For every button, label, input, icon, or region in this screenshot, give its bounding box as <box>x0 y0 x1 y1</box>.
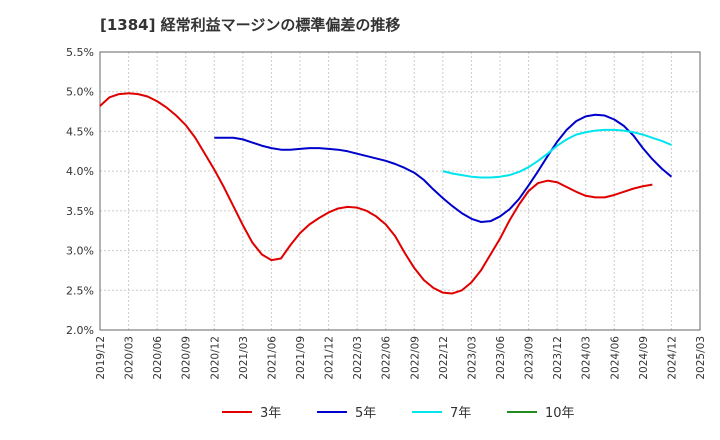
x-tick-label: 2021/06 <box>266 336 278 380</box>
axes: 2.0% 2.5% 3.0% 3.5% 4.0% 4.5% 5.0% 5.5% 2019/12 2… <box>66 46 707 380</box>
x-tick-label: 2021/12 <box>324 336 336 380</box>
x-tick-label: 2019/12 <box>95 336 107 380</box>
y-tick-label: 3.0% <box>66 245 94 258</box>
x-tick-label: 2023/06 <box>495 336 507 380</box>
legend-label: 10年 <box>545 406 575 421</box>
legend-label: 7年 <box>450 406 471 421</box>
x-tick-label: 2020/09 <box>181 336 193 380</box>
x-tick-label: 2022/03 <box>352 336 364 380</box>
x-tick-label: 2021/03 <box>238 336 250 380</box>
x-tick-label: 2022/09 <box>409 336 421 380</box>
series-lines <box>99 92 673 295</box>
x-tick-label: 2024/06 <box>609 336 621 380</box>
series-line-5年 <box>214 113 673 223</box>
series-line-7年 <box>442 128 672 179</box>
x-tick-label: 2023/03 <box>466 336 478 380</box>
x-tick-label: 2022/12 <box>438 336 450 380</box>
y-tick-label: 2.0% <box>66 324 94 337</box>
x-tick-label: 2020/12 <box>209 336 221 380</box>
grid-lines <box>99 51 701 331</box>
x-tick-label: 2021/09 <box>295 336 307 380</box>
x-tick-label: 2020/06 <box>152 336 164 380</box>
y-tick-label: 4.0% <box>66 165 94 178</box>
x-tick-label: 2024/09 <box>638 336 650 380</box>
x-tick-label: 2024/12 <box>666 336 678 380</box>
y-tick-label: 4.5% <box>66 125 94 138</box>
series-line-3年 <box>99 92 653 295</box>
plot-frame <box>99 51 701 331</box>
x-tick-label: 2025/03 <box>695 336 707 380</box>
x-tick-label: 2020/03 <box>124 336 136 380</box>
x-tick-label: 2023/09 <box>524 336 536 380</box>
legend-label: 3年 <box>260 406 281 421</box>
y-tick-label: 2.5% <box>66 284 94 297</box>
x-tick-label: 2024/03 <box>581 336 593 380</box>
y-tick-label: 5.5% <box>66 46 94 59</box>
x-tick-label: 2022/06 <box>381 336 393 380</box>
x-tick-label: 2023/12 <box>552 336 564 380</box>
y-tick-label: 5.0% <box>66 86 94 99</box>
legend: 3年 5年 7年 10年 <box>222 406 575 421</box>
legend-label: 5年 <box>355 406 376 421</box>
y-tick-label: 3.5% <box>66 205 94 218</box>
chart-title: [1384] 経常利益マージンの標準偏差の推移 <box>100 16 400 34</box>
